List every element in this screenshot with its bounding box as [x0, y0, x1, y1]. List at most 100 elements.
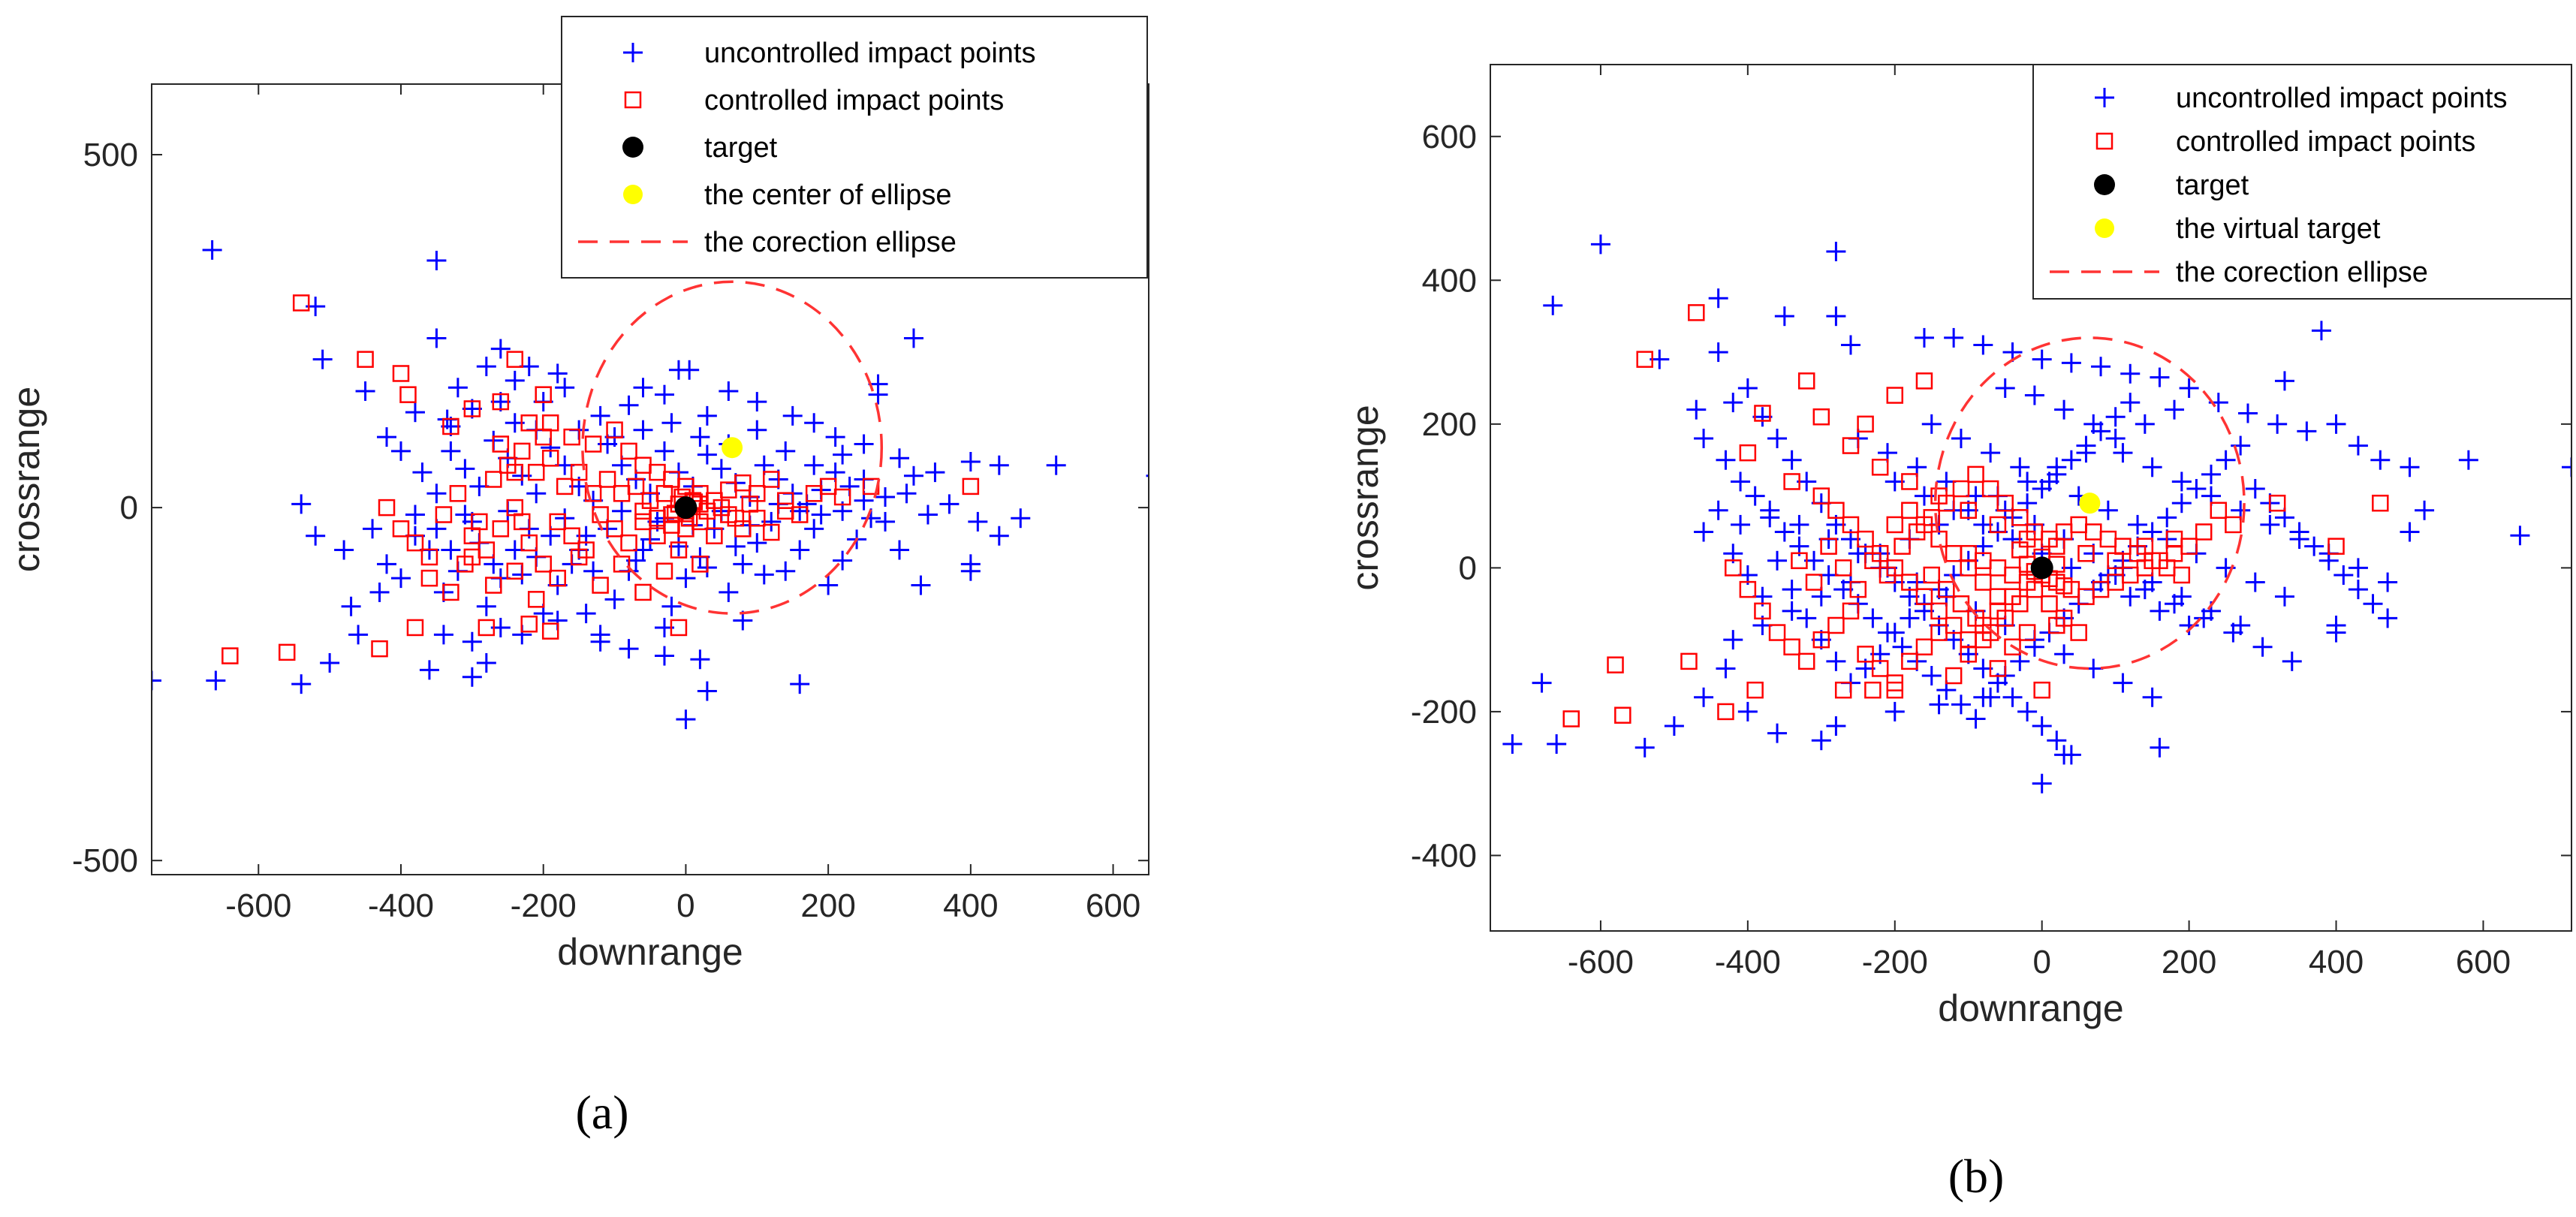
- data-layer: [1502, 234, 2571, 794]
- controlled-point: [2011, 509, 2029, 526]
- uncontrolled-point: [2267, 414, 2288, 434]
- controlled-point: [1842, 437, 1860, 454]
- uncontrolled-point: [1767, 428, 1788, 448]
- uncontrolled-point: [1694, 687, 1714, 707]
- legend-square-icon: [624, 91, 642, 109]
- controlled-point: [399, 386, 417, 403]
- uncontrolled-point: [619, 639, 639, 659]
- uncontrolled-point: [555, 378, 575, 398]
- uncontrolled-point: [206, 670, 226, 691]
- uncontrolled-point: [1590, 234, 1610, 255]
- uncontrolled-point: [2171, 586, 2192, 607]
- uncontrolled-point: [968, 511, 988, 532]
- controlled-point: [1864, 552, 1882, 570]
- controlled-point: [1915, 372, 1933, 390]
- controlled-point: [2033, 681, 2050, 699]
- uncontrolled-point: [875, 511, 896, 532]
- controlled-point: [492, 435, 510, 453]
- controlled-point: [1857, 415, 1874, 433]
- controlled-point: [2011, 595, 2029, 613]
- controlled-point: [1923, 566, 1941, 584]
- uncontrolled-point: [490, 392, 511, 412]
- uncontrolled-point: [776, 561, 796, 581]
- uncontrolled-point: [1731, 471, 1751, 492]
- uncontrolled-point: [2120, 363, 2141, 384]
- uncontrolled-point: [2024, 385, 2044, 405]
- controlled-point: [406, 534, 424, 552]
- legend-target-icon: [622, 137, 643, 158]
- controlled-point: [1827, 502, 1845, 520]
- controlled-point: [506, 562, 524, 580]
- controlled-point: [1834, 681, 1852, 699]
- legend-square-icon: [2095, 132, 2114, 150]
- uncontrolled-point: [676, 568, 696, 589]
- x-tick-label: -600: [1568, 944, 1634, 981]
- controlled-point: [1930, 602, 1948, 620]
- controlled-point: [734, 474, 752, 492]
- uncontrolled-point: [2348, 435, 2368, 456]
- controlled-point: [535, 556, 552, 573]
- controlled-point: [1901, 473, 1918, 490]
- uncontrolled-point: [505, 370, 525, 390]
- uncontrolled-point: [989, 526, 1009, 546]
- controlled-point: [1725, 559, 1742, 577]
- uncontrolled-point: [2150, 601, 2170, 621]
- controlled-point: [1739, 444, 1757, 462]
- uncontrolled-point: [825, 427, 845, 447]
- controlled-point: [1754, 405, 1771, 422]
- controlled-point: [563, 428, 580, 446]
- controlled-point: [1938, 580, 1955, 598]
- x-tick-label: 200: [800, 887, 855, 924]
- uncontrolled-point: [782, 405, 803, 426]
- uncontrolled-point: [1716, 450, 1736, 470]
- uncontrolled-point: [490, 339, 511, 359]
- controlled-point: [406, 619, 424, 637]
- uncontrolled-point: [697, 681, 717, 701]
- controlled-point: [442, 417, 459, 435]
- uncontrolled-point: [2304, 536, 2324, 556]
- uncontrolled-point: [804, 455, 824, 475]
- controlled-point: [1930, 624, 1948, 641]
- uncontrolled-point: [1723, 393, 1743, 413]
- controlled-point: [1901, 652, 1918, 670]
- uncontrolled-point: [679, 360, 700, 380]
- controlled-point: [962, 477, 980, 496]
- uncontrolled-point: [725, 536, 746, 556]
- correction-ellipse: [1933, 336, 2246, 670]
- chart-panel-b: -600 -400 -200 0 200 400 600 -400 -200 0 200 400 600…: [1344, 64, 2572, 1029]
- uncontrolled-point: [890, 540, 909, 560]
- uncontrolled-point: [2017, 701, 2038, 721]
- uncontrolled-point: [1046, 455, 1066, 475]
- controlled-point: [1842, 602, 1860, 620]
- legend-label: uncontrolled impact points: [704, 38, 1035, 69]
- controlled-point: [485, 471, 502, 488]
- uncontrolled-point: [2142, 457, 2162, 477]
- uncontrolled-point: [1885, 622, 1905, 643]
- controlled-point: [549, 569, 566, 587]
- uncontrolled-point: [1826, 241, 1846, 261]
- legend-center-icon: [623, 185, 643, 204]
- uncontrolled-point: [875, 487, 896, 508]
- controlled-point: [1768, 624, 1786, 641]
- uncontrolled-point: [1995, 378, 2015, 398]
- controlled-point: [527, 591, 545, 608]
- controlled-point: [1960, 559, 1977, 577]
- controlled-point: [1975, 574, 1992, 591]
- uncontrolled-point: [903, 328, 923, 348]
- controlled-point: [2372, 494, 2389, 512]
- uncontrolled-point: [152, 670, 161, 691]
- uncontrolled-point: [2231, 615, 2251, 635]
- controlled-point: [1945, 667, 1963, 685]
- uncontrolled-point: [1914, 327, 1934, 348]
- legend: uncontrolled impact points controlled imp…: [561, 16, 1148, 279]
- uncontrolled-point: [2171, 471, 2192, 492]
- controlled-point: [1886, 681, 1904, 699]
- controlled-point: [1864, 681, 1882, 699]
- controlled-point: [1805, 574, 1823, 591]
- target-point: [2030, 556, 2053, 580]
- uncontrolled-point: [348, 625, 369, 645]
- uncontrolled-point: [547, 363, 568, 384]
- uncontrolled-point: [2105, 407, 2126, 427]
- controlled-point: [520, 534, 538, 552]
- controlled-point: [1967, 465, 1984, 483]
